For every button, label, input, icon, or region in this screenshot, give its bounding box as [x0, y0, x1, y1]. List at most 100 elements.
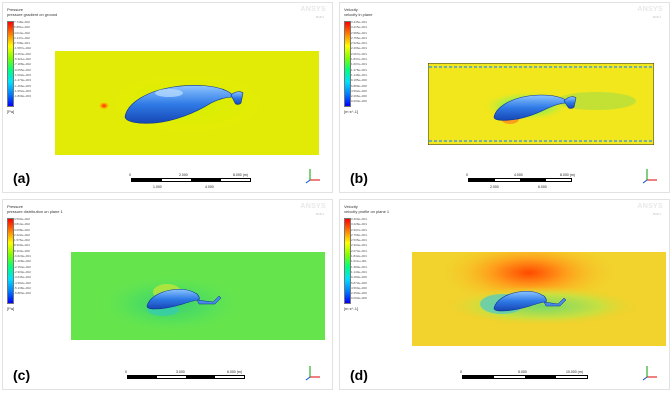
- helicopter-body: [493, 94, 577, 121]
- scale-bar: [462, 375, 588, 379]
- legend-label: -4.392e+002: [14, 280, 31, 285]
- legend-label: 2.073e+001: [351, 248, 367, 253]
- scale-label: 6.000: [538, 185, 547, 189]
- ansys-release: R18.1: [315, 15, 324, 19]
- legend-label: 9.180e+000: [351, 275, 367, 280]
- legend-label: 3.445e+001: [351, 20, 367, 24]
- legend-label: 9.185e+000: [351, 78, 367, 83]
- legend-label: 7.748e+002: [14, 20, 30, 24]
- panel-letter: (c): [13, 367, 31, 383]
- panel-d-velocity-plane: Velocity velocity profile on plane 1 ANS…: [339, 199, 670, 390]
- coordinate-axes-icon: [642, 366, 657, 381]
- velocity-field-plot: [428, 63, 654, 145]
- legend-label: -9.055e+002: [14, 67, 31, 72]
- legend-unit: [m s^-1]: [344, 306, 359, 311]
- panel-subtitle: velocity in plane: [344, 12, 373, 17]
- legend-label: 3.460e+001: [351, 217, 367, 221]
- legend-label: 6.870e+000: [351, 280, 367, 285]
- legend-label: 1.842e+001: [351, 254, 367, 259]
- scale-label: 8.000 (m): [233, 173, 248, 177]
- panel-letter: (a): [13, 170, 31, 186]
- legend-label: 0.000e+000: [351, 296, 367, 301]
- ansys-logo: ANSYS: [637, 203, 663, 210]
- ansys-release: R18.1: [315, 212, 324, 216]
- legend-label: 3.068e+002: [14, 227, 30, 232]
- legend-label: 1.149e+001: [351, 269, 367, 274]
- scale-label: 0: [466, 173, 468, 177]
- scale-label: 5.000: [518, 370, 527, 374]
- legend-label: -5.138e+002: [14, 285, 31, 290]
- scale-label: 0: [125, 370, 127, 374]
- panel-letter: (d): [350, 367, 368, 383]
- legend-label: 1.576e+002: [14, 238, 30, 243]
- scale-label: 10.000 (m): [566, 370, 583, 374]
- legend-label: 2.296e+000: [351, 94, 367, 99]
- color-legend-bar: [344, 21, 351, 107]
- panel-title: Velocity: [344, 7, 358, 12]
- legend-label: 2.766e+001: [351, 232, 367, 237]
- legend-label: -6.620e+001: [14, 254, 31, 259]
- scale-bar: [127, 375, 245, 379]
- legend-label: 1.607e+001: [351, 62, 367, 67]
- legend-label: 1.148e+001: [351, 72, 367, 77]
- legend-label: 2.296e+001: [351, 46, 367, 51]
- legend-label: -2.154e+002: [14, 264, 31, 269]
- helicopter-body: [146, 288, 222, 310]
- scale-label: 0: [129, 173, 131, 177]
- legend-label: -7.188e+002: [14, 62, 31, 67]
- legend-label: 2.985e+001: [351, 30, 367, 35]
- scale-label: 4.000: [205, 185, 214, 189]
- legend-label: 3.814e+002: [14, 222, 30, 227]
- legend-label: -1.652e+003: [14, 88, 31, 93]
- pressure-plane-plot: [71, 252, 325, 340]
- legend-label: 2.535e+001: [351, 238, 367, 243]
- legend-unit: [Pa]: [7, 109, 15, 114]
- scale-label: 3.000: [176, 370, 185, 374]
- legend-label: -1.466e+003: [14, 83, 31, 88]
- legend-label: -3.454e+002: [14, 51, 31, 56]
- legend-label: 2.997e+001: [351, 227, 367, 232]
- color-legend-labels: 3.460e+001 3.228e+001 2.997e+001 2.766e+…: [351, 217, 385, 302]
- ansys-logo: ANSYS: [300, 203, 326, 210]
- scale-bar: [131, 178, 251, 182]
- legend-label: -1.279e+003: [14, 78, 31, 83]
- scale-label: 8.000 (m): [560, 173, 575, 177]
- legend-label: 1.380e+001: [351, 264, 367, 269]
- wake-region: [432, 282, 652, 326]
- scale-label: 2.000: [179, 173, 188, 177]
- legend-label: 2.147e+002: [14, 35, 30, 40]
- legend-label: -1.092e+003: [14, 72, 31, 77]
- legend-label: 4.560e+002: [14, 217, 30, 221]
- legend-label: 2.304e+001: [351, 243, 367, 248]
- panel-c-pressure-plane: Pressure pressure distribution on plane …: [2, 199, 333, 390]
- color-legend-bar: [7, 21, 14, 107]
- coordinate-axes-icon: [305, 169, 320, 184]
- color-legend-labels: 3.445e+001 3.215e+001 2.985e+001 2.756e+…: [351, 20, 385, 105]
- panel-subtitle: pressure distribution on plane 1: [7, 209, 63, 214]
- color-legend-bar: [7, 218, 14, 304]
- legend-label: 6.889e+000: [351, 83, 367, 88]
- ansys-release: R18.1: [652, 15, 661, 19]
- coordinate-axes-icon: [305, 366, 320, 381]
- ansys-logo: ANSYS: [637, 6, 663, 13]
- panel-title: Pressure: [7, 204, 24, 209]
- legend-label: 1.378e+001: [351, 67, 367, 72]
- legend-label: 8.403e+000: [14, 248, 30, 253]
- helicopter-body: [124, 85, 244, 124]
- legend-label: 4.014e+002: [14, 30, 30, 35]
- ansys-logo: ANSYS: [300, 6, 326, 13]
- legend-label: 2.526e+001: [351, 41, 367, 46]
- legend-label: -3.646e+002: [14, 275, 31, 280]
- legend-label: 0.000e+000: [351, 99, 367, 104]
- panel-title: Velocity: [344, 204, 358, 209]
- legend-label: 2.756e+001: [351, 35, 367, 40]
- legend-label: -5.321e+002: [14, 57, 31, 62]
- legend-label: 2.322e+002: [14, 232, 30, 237]
- panel-title: Pressure: [7, 7, 24, 12]
- coordinate-axes-icon: [642, 169, 657, 184]
- legend-label: 2.250e+000: [351, 291, 367, 296]
- color-legend-bar: [344, 218, 351, 304]
- legend-label: 3.228e+001: [351, 222, 367, 227]
- downstream-wake: [556, 92, 636, 110]
- panel-letter: (b): [350, 170, 368, 186]
